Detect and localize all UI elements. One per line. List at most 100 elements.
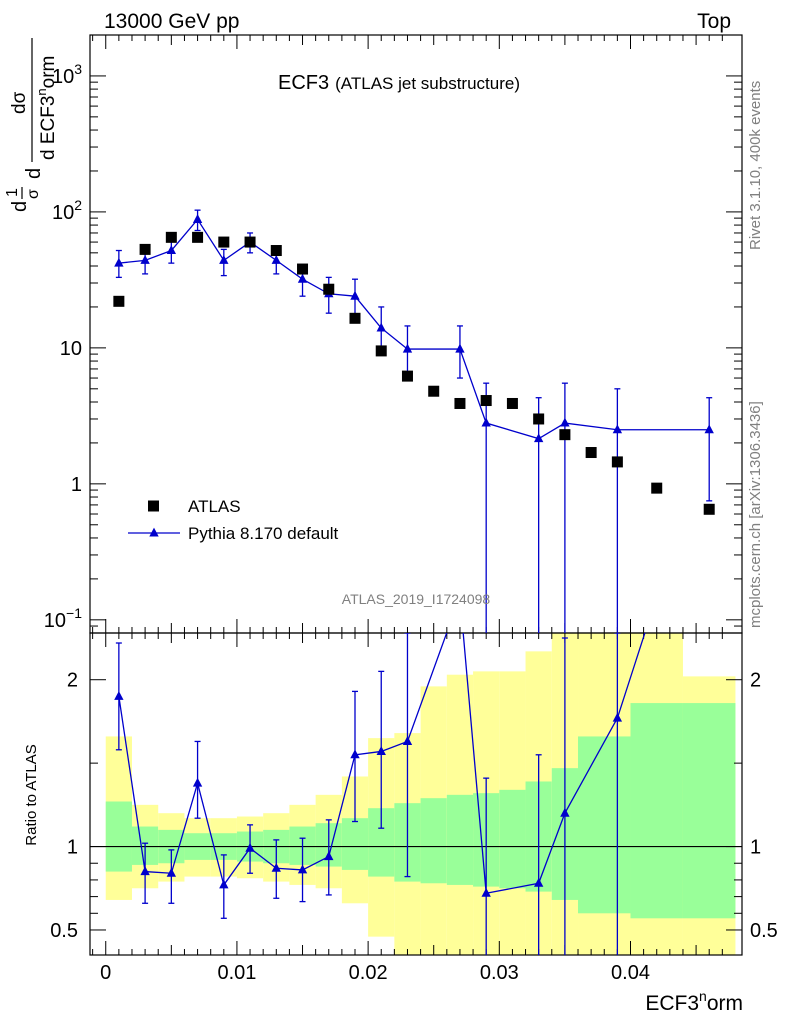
mc-line: [118, 218, 710, 440]
data-point: [401, 370, 413, 382]
ylabel-dsigma: dσ: [9, 91, 30, 114]
y-tick-label-base: 10: [44, 610, 66, 632]
data-point: [323, 283, 335, 295]
mc-point: [166, 245, 177, 255]
ratio-y-axis-title: Ratio to ATLAS: [23, 744, 40, 845]
data-point: [218, 236, 230, 248]
ratio-point: [402, 736, 413, 745]
x-tick-label: 0.02: [349, 962, 388, 984]
ratio-line: [118, 633, 646, 895]
mc-point: [376, 322, 386, 332]
x-tick-label: 0: [100, 962, 111, 984]
mc-point: [704, 424, 714, 434]
main-data-series: [113, 231, 715, 515]
chart-subtitle: (ATLAS jet substructure): [335, 74, 520, 93]
data-point: [139, 243, 151, 255]
ratio-y-tick-label: 2: [67, 670, 78, 692]
ratio-point: [324, 851, 334, 861]
band-inner: [682, 703, 736, 919]
x-tick-label: 0.01: [217, 962, 256, 984]
watermark: ATLAS_2019_I1724098: [342, 591, 491, 607]
y-tick-label-exp: 2: [74, 197, 82, 213]
y-tick-label-exp: −1: [66, 605, 82, 621]
data-point: [297, 263, 309, 275]
ratio-point: [219, 879, 229, 889]
data-point: [703, 503, 715, 515]
ratio-point: [297, 864, 308, 874]
data-point: [651, 482, 663, 494]
legend-marker-triangle: [149, 527, 159, 537]
data-point: [165, 231, 177, 243]
y-tick-label: 103: [52, 61, 82, 88]
band-inner: [446, 794, 474, 885]
ylabel-one: 1: [4, 188, 21, 197]
ratio-point: [140, 866, 150, 876]
band-inner: [105, 801, 132, 872]
ylabel-d-mid: d: [23, 168, 45, 179]
side-label-bottom: mcplots.cern.ch [arXiv:1306.3436]: [747, 401, 764, 628]
band-inner: [630, 703, 683, 919]
legend-label: Pythia 8.170 default: [188, 524, 339, 543]
y-tick-label-base: 10: [52, 202, 74, 224]
ratio-y-tick-label-right: 1: [750, 837, 761, 859]
legend-marker-square: [148, 500, 159, 512]
data-point: [585, 447, 597, 459]
ratio-point: [192, 777, 203, 787]
y-tick-label-exp: 3: [74, 61, 82, 77]
mc-point: [297, 273, 308, 283]
mc-point: [560, 417, 570, 427]
data-point: [375, 345, 387, 357]
mc-point: [114, 257, 124, 267]
mc-point: [481, 417, 491, 427]
axis-labels: 13000 GeV pp Top ECF3 (ATLAS jet substruc…: [4, 10, 764, 1015]
y-tick-label: 10: [60, 338, 82, 360]
mc-point: [219, 254, 229, 264]
x-axis-title-main: ECF3: [645, 992, 699, 1015]
x-axis-title-tail: orm: [707, 992, 743, 1015]
band-inner: [499, 789, 526, 889]
ratio-point: [166, 867, 177, 877]
x-axis-title-sup: n: [699, 988, 707, 1004]
ratio-point: [245, 842, 255, 852]
data-point: [559, 429, 571, 441]
ratio-point: [612, 712, 623, 722]
mc-point: [402, 343, 413, 353]
data-point: [454, 397, 466, 409]
chart-title: ECF3 (ATLAS jet substructure): [278, 72, 520, 94]
data-point: [506, 397, 518, 409]
data-point: [192, 231, 204, 243]
data-point: [480, 395, 492, 407]
header-left: 13000 GeV pp: [104, 10, 239, 33]
ylabel-d-ecf: d ECF3norm: [34, 56, 59, 160]
legend-label: ATLAS: [188, 497, 241, 516]
ratio-y-tick-label-right: 2: [750, 670, 761, 692]
mc-point: [192, 214, 203, 223]
x-tick-label: 0.04: [611, 962, 650, 984]
y-tick-label: 1: [71, 474, 82, 496]
band-inner: [578, 736, 631, 914]
mc-point: [350, 290, 360, 300]
mc-point: [271, 254, 281, 264]
mc-point: [533, 433, 544, 443]
ratio-point: [350, 749, 360, 759]
chart-title-main: ECF3: [278, 72, 329, 94]
main-y-axis-title: d 1 σ d dσ d ECF3norm: [4, 38, 59, 212]
ylabel-orm: orm: [38, 56, 59, 89]
ratio-point: [271, 862, 281, 872]
data-point: [533, 413, 545, 425]
data-point: [611, 456, 623, 468]
data-point: [113, 295, 125, 307]
ylabel-d-ecf-main: d ECF3: [38, 96, 59, 160]
mc-point: [140, 254, 150, 264]
ratio-mc-series: [114, 633, 646, 955]
ratio-point: [481, 887, 491, 897]
ylabel-sigma: σ: [25, 189, 42, 199]
side-label-top: Rivet 3.1.10, 400k events: [747, 81, 764, 250]
ratio-y-tick-label: 1: [67, 837, 78, 859]
legend: ATLAS Pythia 8.170 default: [128, 497, 339, 543]
ratio-frame: [89, 632, 743, 956]
data-point: [270, 245, 282, 257]
ratio-point: [533, 877, 544, 887]
